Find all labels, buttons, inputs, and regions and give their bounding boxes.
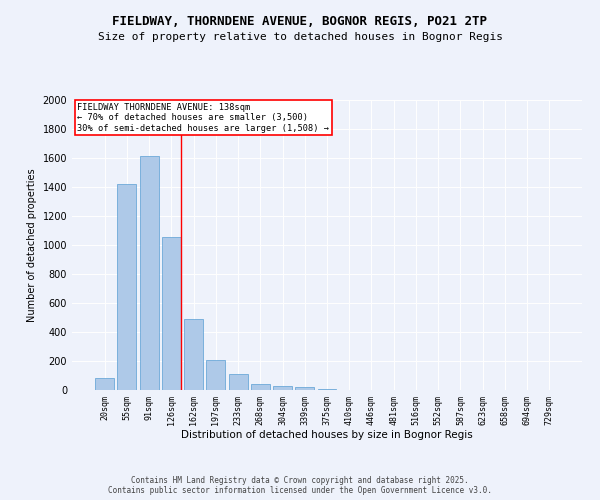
- Bar: [162, 237, 181, 390]
- Bar: [295, 388, 314, 390]
- Text: FIELDWAY, THORNDENE AVENUE, BOGNOR REGIS, PO21 2TP: FIELDWAY, THORNDENE AVENUE, BOGNOR REGIS…: [113, 15, 487, 28]
- Bar: [229, 374, 248, 390]
- Text: Size of property relative to detached houses in Bognor Regis: Size of property relative to detached ho…: [97, 32, 503, 42]
- Bar: [273, 386, 292, 390]
- Y-axis label: Number of detached properties: Number of detached properties: [27, 168, 37, 322]
- Bar: [251, 384, 270, 390]
- Text: Contains HM Land Registry data © Crown copyright and database right 2025.
Contai: Contains HM Land Registry data © Crown c…: [108, 476, 492, 495]
- Text: FIELDWAY THORNDENE AVENUE: 138sqm
← 70% of detached houses are smaller (3,500)
3: FIELDWAY THORNDENE AVENUE: 138sqm ← 70% …: [77, 103, 329, 132]
- Bar: [118, 184, 136, 390]
- Bar: [317, 388, 337, 390]
- Bar: [206, 360, 225, 390]
- X-axis label: Distribution of detached houses by size in Bognor Regis: Distribution of detached houses by size …: [181, 430, 473, 440]
- Bar: [95, 378, 114, 390]
- Bar: [184, 319, 203, 390]
- Bar: [140, 156, 158, 390]
